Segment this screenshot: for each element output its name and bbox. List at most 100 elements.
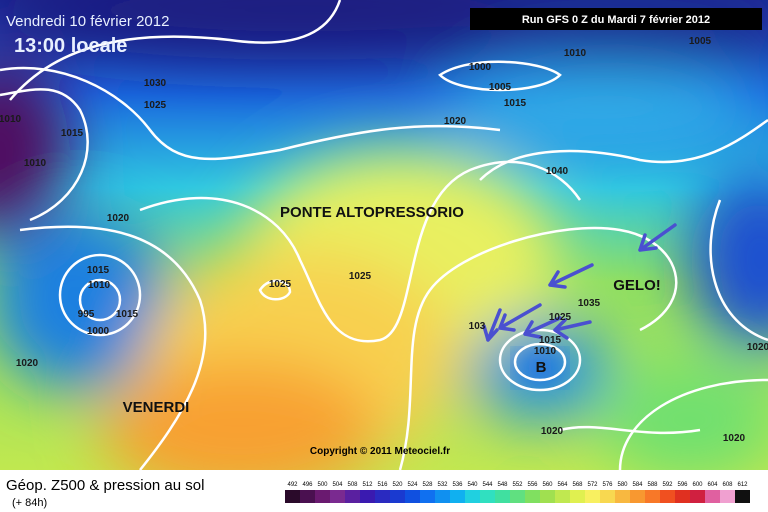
legend-label: 516	[377, 482, 388, 488]
isobar-label: 1010	[564, 48, 587, 59]
legend-swatch	[435, 490, 450, 503]
isobar-label: 1015	[87, 265, 110, 276]
isobar-label: 1010	[0, 114, 22, 125]
footer-lead: (+ 84h)	[12, 497, 47, 509]
isobar-label: 1010	[24, 158, 47, 169]
isobar-label: 1020	[723, 433, 746, 444]
isobar-label: 1025	[269, 279, 292, 290]
legend-swatch	[600, 490, 615, 503]
legend-swatch	[300, 490, 315, 503]
footer-title: Géop. Z500 & pression au sol	[6, 477, 204, 494]
isobar-labels: 1010101010151030102510001005101010051015…	[0, 36, 768, 444]
legend-label: 608	[722, 482, 733, 488]
isobar-lines	[0, 0, 768, 470]
isobar-label: 1015	[116, 309, 139, 320]
copyright: Copyright © 2011 Meteociel.fr	[310, 446, 450, 457]
legend-swatch	[720, 490, 735, 503]
legend-label: 528	[422, 482, 433, 488]
isobar-label: 1015	[504, 98, 527, 109]
legend-swatch	[735, 490, 750, 503]
legend-swatch	[510, 490, 525, 503]
legend-label: 604	[707, 482, 718, 488]
legend-label: 572	[587, 482, 598, 488]
arrows	[482, 223, 677, 342]
run-box	[470, 8, 762, 30]
legend-swatch	[690, 490, 705, 503]
legend-label: 584	[632, 482, 643, 488]
legend-label: 576	[602, 482, 613, 488]
isobar-label: 1040	[546, 166, 569, 177]
legend-label: 548	[497, 482, 508, 488]
legend-swatch	[615, 490, 630, 503]
legend-swatch	[555, 490, 570, 503]
isobar-label: 1035	[578, 298, 601, 309]
isobar-label: 103	[469, 321, 486, 332]
legend-label: 592	[662, 482, 673, 488]
legend-label: 540	[467, 482, 478, 488]
legend-swatch	[540, 490, 555, 503]
run: Run GFS 0 Z du Mardi 7 février 2012	[522, 14, 710, 26]
legend-label: 612	[737, 482, 748, 488]
isobar-label: 1025	[349, 271, 372, 282]
isobar-label: 1020	[747, 342, 768, 353]
legend-label: 500	[317, 482, 328, 488]
legend-swatch	[495, 490, 510, 503]
legend-swatch	[480, 490, 495, 503]
isobar-label: 1010	[88, 280, 111, 291]
legend-swatch	[570, 490, 585, 503]
legend-swatch	[585, 490, 600, 503]
legend-label: 524	[407, 482, 418, 488]
isobar-label: 1000	[469, 62, 492, 73]
isobar-label: 1010	[534, 346, 557, 357]
legend-label: 520	[392, 482, 403, 488]
legend-label: 532	[437, 482, 448, 488]
legend-label: 588	[647, 482, 658, 488]
time: 13:00 locale	[14, 35, 127, 57]
isobar-label: 1015	[539, 335, 562, 346]
legend-label: 544	[482, 482, 493, 488]
legend-swatch	[465, 490, 480, 503]
date: Vendredi 10 février 2012	[6, 13, 169, 30]
isobar-label: 1030	[144, 78, 167, 89]
isobar-label: 1025	[549, 312, 572, 323]
isobar-label: 1015	[61, 128, 84, 139]
legend-label: 580	[617, 482, 628, 488]
isobar-label: 1020	[541, 426, 564, 437]
ridge-label: PONTE ALTOPRESSORIO	[280, 204, 464, 221]
legend-swatch	[345, 490, 360, 503]
legend-swatch	[315, 490, 330, 503]
legend-label: 508	[347, 482, 358, 488]
legend-label: 552	[512, 482, 523, 488]
legend-label: 596	[677, 482, 688, 488]
legend-label: 496	[302, 482, 313, 488]
legend-label: 600	[692, 482, 703, 488]
isobar-label: 1025	[144, 100, 167, 111]
isobar-label: 1020	[107, 213, 130, 224]
legend-label: 512	[362, 482, 373, 488]
legend-swatch	[405, 490, 420, 503]
legend-label: 492	[287, 482, 298, 488]
isobar-label: 995	[78, 309, 95, 320]
legend-label: 504	[332, 482, 343, 488]
low-label: B	[536, 359, 547, 376]
legend-swatch	[420, 490, 435, 503]
color-legend: 492 496 500 504 508 512 516 520 524 528 532 536 540 5…	[285, 482, 750, 503]
legend-label: 556	[527, 482, 538, 488]
legend-swatch	[645, 490, 660, 503]
isobar-label: 1020	[16, 358, 39, 369]
isobar-label: 1005	[489, 82, 512, 93]
legend-swatch	[375, 490, 390, 503]
legend-swatch	[360, 490, 375, 503]
isobar-label: 1000	[87, 326, 110, 337]
frost-label: GELO!	[613, 277, 661, 294]
legend-swatch	[705, 490, 720, 503]
legend-label: 560	[542, 482, 553, 488]
legend-swatch	[285, 490, 300, 503]
isobar-label: 1005	[689, 36, 712, 47]
legend-swatch	[450, 490, 465, 503]
friday-label: VENERDI	[123, 399, 190, 416]
legend-swatch	[660, 490, 675, 503]
isobar-label: 1020	[444, 116, 467, 127]
legend-label: 564	[557, 482, 568, 488]
